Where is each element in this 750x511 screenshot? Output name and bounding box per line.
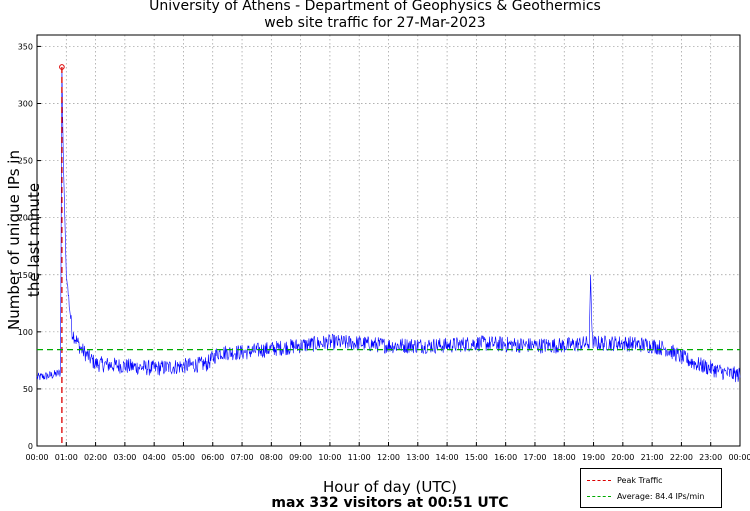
x-tick-label: 03:00 [113, 453, 136, 462]
x-tick-label: 13:00 [406, 453, 429, 462]
legend-swatch-average [587, 495, 611, 497]
x-tick-label: 04:00 [143, 453, 166, 462]
x-tick-label: 00:00 [728, 453, 750, 462]
chart-title: University of Athens - Department of Geo… [149, 0, 601, 14]
x-tick-label: 23:00 [699, 453, 722, 462]
traffic-series [36, 66, 741, 383]
y-tick-label: 250 [18, 157, 33, 166]
y-tick-label: 100 [18, 328, 33, 337]
x-tick-label: 18:00 [553, 453, 576, 462]
x-tick-label: 17:00 [523, 453, 546, 462]
x-tick-label: 11:00 [348, 453, 371, 462]
x-tick-label: 01:00 [55, 453, 78, 462]
chart-subtitle: web site traffic for 27-Mar-2023 [264, 15, 486, 31]
legend-swatch-peak [587, 479, 611, 481]
y-tick-label: 50 [23, 385, 33, 394]
y-tick-label: 150 [18, 271, 33, 280]
x-tick-label: 02:00 [84, 453, 107, 462]
y-axis-label: Number of unique IPs in the last minute [5, 150, 43, 330]
x-tick-label: 22:00 [670, 453, 693, 462]
x-tick-label: 05:00 [172, 453, 195, 462]
x-tick-label: 14:00 [436, 453, 459, 462]
x-tick-label: 12:00 [377, 453, 400, 462]
max-visitors-caption: max 332 visitors at 00:51 UTC [271, 495, 509, 511]
y-tick-label: 0 [28, 442, 33, 451]
peak-marker [59, 64, 65, 70]
grid [37, 35, 740, 446]
y-tick-label: 300 [18, 100, 33, 109]
x-tick-label: 09:00 [289, 453, 312, 462]
x-tick-label: 06:00 [201, 453, 224, 462]
traffic-line [36, 66, 741, 383]
legend: Peak Traffic Average: 84.4 IPs/min [580, 468, 722, 508]
x-tick-label: 16:00 [494, 453, 517, 462]
axis-ticks: 00:00 01:00 02:00 03:00 04:00 05:00 06:00 07:00… [18, 42, 750, 462]
reference-lines [37, 64, 740, 446]
x-tick-label: 15:00 [465, 453, 488, 462]
legend-item-peak: Peak Traffic [587, 474, 663, 486]
x-tick-label: 21:00 [641, 453, 664, 462]
y-tick-label: 350 [18, 42, 33, 51]
x-axis-label: Hour of day (UTC) [323, 478, 457, 496]
legend-label-average: Average: 84.4 IPs/min [617, 491, 705, 501]
x-tick-label: 00:00 [25, 453, 48, 462]
y-tick-label: 200 [18, 214, 33, 223]
legend-item-average: Average: 84.4 IPs/min [587, 490, 704, 502]
x-tick-label: 10:00 [318, 453, 341, 462]
x-tick-label: 08:00 [260, 453, 283, 462]
x-tick-label: 20:00 [611, 453, 634, 462]
x-tick-label: 19:00 [582, 453, 605, 462]
x-tick-label: 07:00 [231, 453, 254, 462]
legend-label-peak: Peak Traffic [617, 475, 663, 485]
